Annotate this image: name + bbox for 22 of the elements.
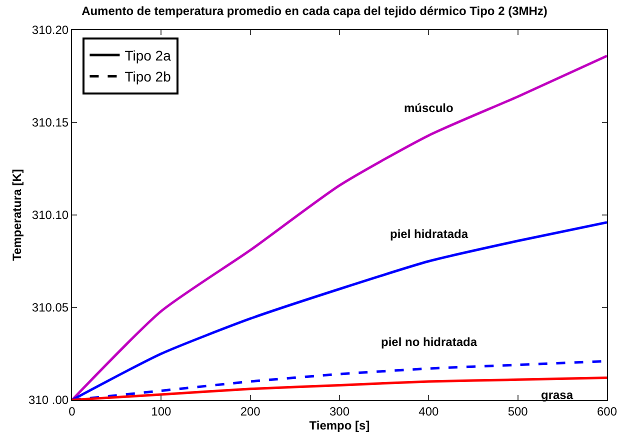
- y-axis-title: Temperatura [K]: [10, 169, 24, 261]
- y-tick-label: 310 .00: [28, 393, 69, 408]
- chart-title: Aumento de temperatura promedio en cada capa del tejido dérmico Tipo 2 (3MHz): [82, 4, 548, 18]
- series-label: grasa: [541, 388, 574, 402]
- x-tick-label: 0: [68, 404, 76, 418]
- y-tick-label: 310.20: [32, 23, 69, 38]
- x-axis-title: Tiempo [s]: [309, 418, 370, 432]
- x-tick-label: 500: [508, 404, 528, 418]
- legend-label: Tipo 2b: [124, 68, 172, 85]
- series-label: músculo: [404, 101, 454, 115]
- y-tick-label: 310.05: [32, 300, 69, 315]
- x-tick-label: 300: [329, 404, 350, 418]
- line-series: [72, 376, 607, 400]
- series-label: piel no hidratada: [381, 335, 478, 349]
- x-tick-label: 600: [596, 404, 618, 418]
- series-label: piel hidratada: [390, 227, 468, 241]
- x-tick-label: 100: [151, 404, 172, 418]
- x-tick-label: 200: [240, 404, 261, 418]
- y-tick-label: 310.15: [32, 116, 69, 130]
- legend-label: Tipo 2a: [124, 47, 172, 64]
- x-tick-label: 400: [418, 404, 439, 418]
- y-tick-label: 310.10: [32, 208, 69, 222]
